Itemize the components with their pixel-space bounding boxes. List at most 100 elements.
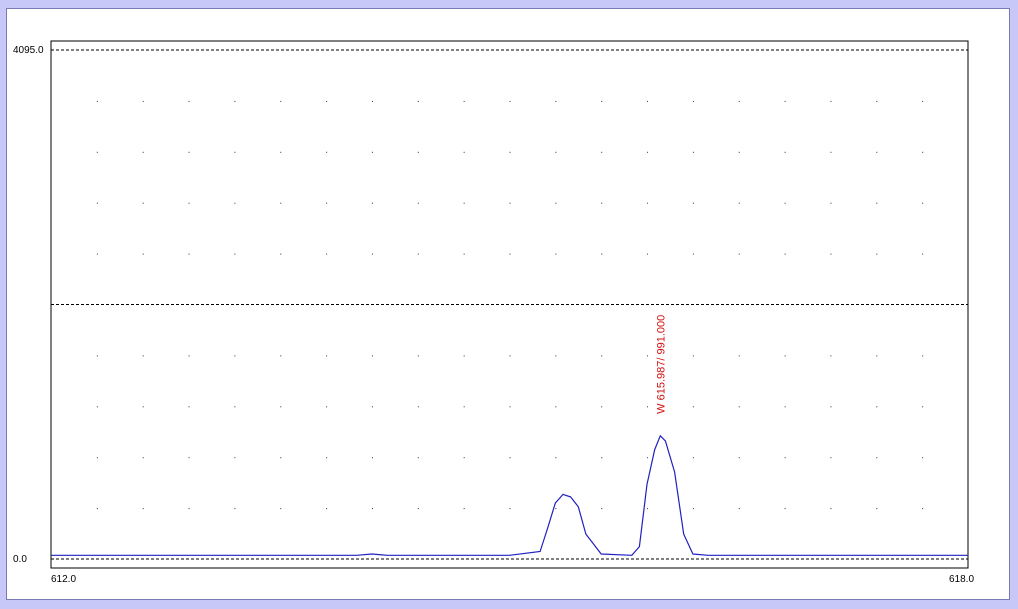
grid-dot (647, 151, 649, 153)
grid-dot (280, 508, 282, 510)
grid-dot (922, 355, 924, 357)
grid-dot (188, 202, 190, 204)
grid-dot (371, 508, 373, 510)
grid-dot (463, 100, 465, 102)
grid-dot (509, 457, 511, 459)
grid-dot (188, 355, 190, 357)
grid-dot (876, 100, 878, 102)
grid-dot (188, 100, 190, 102)
grid-dot (96, 151, 98, 153)
grid-dot (692, 151, 694, 153)
grid-dot (738, 355, 740, 357)
grid-dot (601, 406, 603, 408)
grid-dot (692, 202, 694, 204)
grid-dot (555, 151, 557, 153)
grid-dot (555, 355, 557, 357)
grid-dot (601, 151, 603, 153)
grid-dot (692, 355, 694, 357)
grid-dot (234, 355, 236, 357)
grid-dot (463, 355, 465, 357)
grid-dot (555, 457, 557, 459)
grid-dot (509, 508, 511, 510)
grid-dot (280, 406, 282, 408)
grid-dot (692, 100, 694, 102)
grid-dot (830, 151, 832, 153)
grid-dot (234, 100, 236, 102)
grid-dot (830, 100, 832, 102)
grid-dot (371, 406, 373, 408)
grid-dot (647, 508, 649, 510)
spectrum-chart: W 615.987/ 991.000 (50, 40, 969, 569)
grid-dot (647, 202, 649, 204)
grid-dot (876, 406, 878, 408)
grid-dot (280, 253, 282, 255)
grid-dot (371, 253, 373, 255)
grid-dot (876, 457, 878, 459)
grid-dot (280, 100, 282, 102)
grid-dot (876, 253, 878, 255)
grid-dot (234, 508, 236, 510)
grid-dot (555, 406, 557, 408)
grid-dot (555, 100, 557, 102)
grid-dot (509, 253, 511, 255)
grid-dot (922, 202, 924, 204)
grid-dot (371, 202, 373, 204)
grid-dot (876, 151, 878, 153)
grid-dot (601, 202, 603, 204)
grid-dot (463, 457, 465, 459)
grid-dot (509, 151, 511, 153)
grid-dot (280, 202, 282, 204)
grid-dot (234, 457, 236, 459)
grid-dot (280, 355, 282, 357)
grid-dot (96, 508, 98, 510)
grid-dot (784, 355, 786, 357)
grid-dot (234, 151, 236, 153)
grid-dot (922, 151, 924, 153)
grid-dot (417, 406, 419, 408)
grid-dot (922, 100, 924, 102)
grid-dot (188, 253, 190, 255)
grid-dot (692, 457, 694, 459)
grid-dot (555, 253, 557, 255)
grid-dot (784, 508, 786, 510)
grid-dot (601, 508, 603, 510)
grid-dot (280, 151, 282, 153)
grid-dot (922, 253, 924, 255)
grid-dot (876, 508, 878, 510)
grid-dot (830, 355, 832, 357)
grid-dot (142, 100, 144, 102)
grid-dot (463, 508, 465, 510)
grid-dot (188, 508, 190, 510)
grid-dot (738, 151, 740, 153)
grid-dot (738, 457, 740, 459)
grid-dot (830, 457, 832, 459)
grid-dot (188, 457, 190, 459)
grid-dot (463, 202, 465, 204)
grid-dot (738, 508, 740, 510)
grid-dot (142, 202, 144, 204)
grid-dot (922, 508, 924, 510)
grid-dot (647, 100, 649, 102)
grid-dot (326, 151, 328, 153)
grid-dot (326, 355, 328, 357)
grid-dot (96, 406, 98, 408)
grid-dot (784, 457, 786, 459)
grid-dot (463, 253, 465, 255)
grid-dot (830, 508, 832, 510)
grid-dot (326, 508, 328, 510)
grid-dot (326, 202, 328, 204)
grid-dot (601, 100, 603, 102)
y-tick-label-max: 4095.0 (13, 45, 44, 56)
grid-dot (142, 151, 144, 153)
grid-dot (417, 355, 419, 357)
grid-dot (784, 100, 786, 102)
peak-annotation-0: W 615.987/ 991.000 (655, 315, 667, 414)
grid-dot (142, 406, 144, 408)
grid-dot (142, 355, 144, 357)
grid-dot (417, 151, 419, 153)
grid-dot (96, 253, 98, 255)
grid-dot (876, 355, 878, 357)
grid-dot (371, 100, 373, 102)
grid-dot (234, 253, 236, 255)
grid-dot (326, 406, 328, 408)
